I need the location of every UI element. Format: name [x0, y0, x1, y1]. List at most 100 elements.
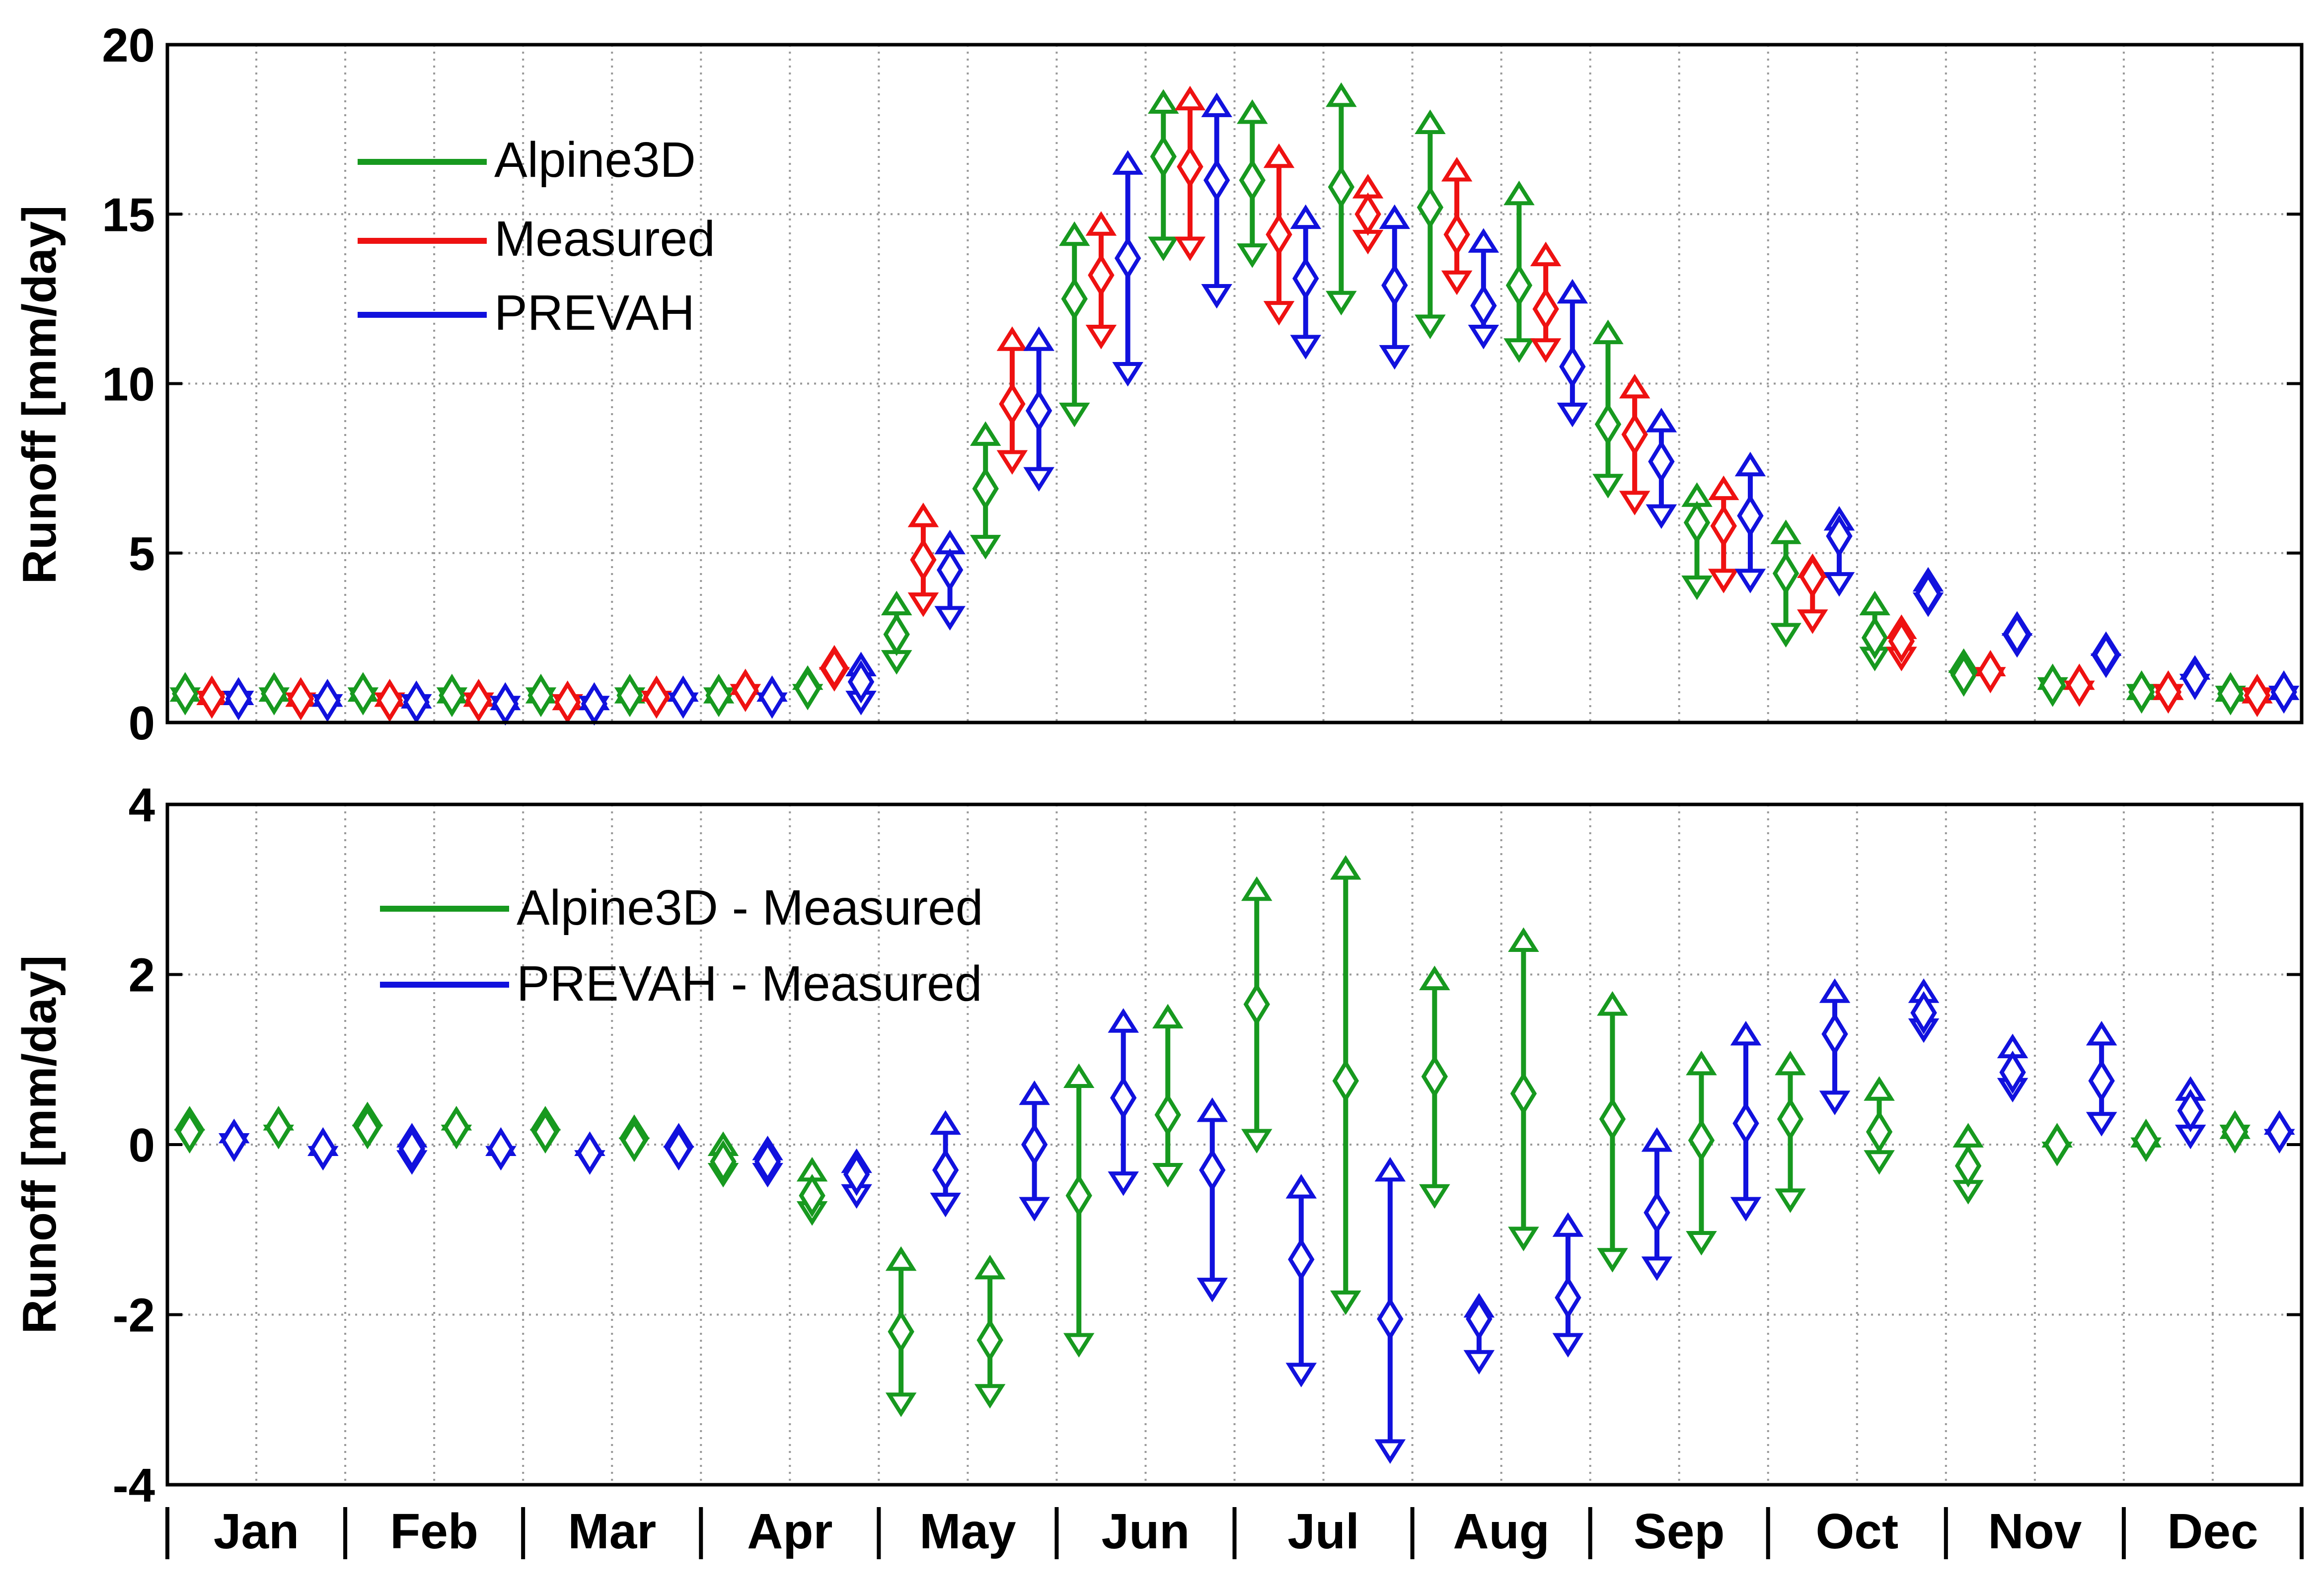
high-marker — [1597, 991, 1628, 1016]
median-marker — [265, 1106, 292, 1150]
high-marker — [1237, 99, 1268, 124]
errorbar-mark — [1770, 519, 1801, 648]
errorbar-mark — [2215, 672, 2247, 716]
errorbar-mark — [1952, 1123, 1984, 1205]
low-marker — [1197, 1278, 1228, 1302]
median-marker — [1861, 616, 1888, 660]
errorbar-mark — [2268, 670, 2300, 714]
errorbar-mark — [930, 1110, 961, 1218]
median-marker — [2270, 670, 2297, 714]
errorbar-mark — [618, 1114, 650, 1162]
low-marker — [1019, 1197, 1050, 1222]
high-marker — [1557, 279, 1588, 304]
errorbar-mark — [1597, 991, 1628, 1273]
median-marker — [2066, 663, 2093, 707]
median-marker — [1110, 1076, 1137, 1120]
high-marker — [1530, 241, 1562, 267]
errorbar-mark — [1734, 451, 1766, 593]
median-marker — [2222, 1110, 2249, 1154]
high-marker — [1326, 82, 1357, 107]
x-tick-label-feb: Feb — [390, 1504, 478, 1559]
errorbar-mark — [2179, 655, 2211, 700]
errorbar-mark — [285, 677, 316, 721]
median-marker — [287, 677, 314, 721]
median-marker — [910, 538, 937, 582]
low-marker — [934, 606, 966, 631]
median-marker — [1292, 257, 1319, 300]
errorbar-mark — [974, 1254, 1006, 1409]
legend-label-alpine3d-minus-measured: Alpine3D - Measured — [517, 880, 983, 936]
errorbar-mark — [1886, 614, 1917, 671]
y-tick-label: 5 — [129, 527, 155, 580]
high-marker — [1374, 1157, 1406, 1182]
errorbar-mark — [1058, 221, 1090, 428]
median-marker — [1114, 236, 1141, 280]
errorbar-mark — [1686, 1050, 1717, 1256]
low-marker — [1468, 324, 1499, 350]
errorbar-mark — [1797, 553, 1828, 634]
errorbar-mark — [752, 1136, 783, 1188]
high-marker — [1864, 1076, 1895, 1101]
median-marker — [2155, 670, 2182, 714]
median-marker — [705, 673, 732, 718]
high-marker — [1148, 89, 1179, 114]
median-marker — [1599, 1097, 1626, 1141]
median-marker — [670, 675, 697, 719]
errorbar-mark — [1112, 150, 1143, 387]
x-tick-label-may: May — [919, 1504, 1016, 1559]
median-marker — [710, 1140, 737, 1183]
high-marker — [1063, 1063, 1095, 1088]
low-marker — [1285, 1363, 1317, 1387]
errorbar-mark — [1775, 1050, 1806, 1213]
errorbar-mark — [1641, 1127, 1673, 1281]
median-marker — [1732, 1101, 1759, 1145]
low-marker — [1108, 1171, 1139, 1196]
low-marker — [1823, 572, 1855, 597]
median-marker — [1199, 1148, 1226, 1192]
errorbar-mark — [552, 680, 583, 724]
high-marker — [885, 1246, 917, 1271]
median-marker — [1177, 145, 1203, 189]
low-marker — [1463, 1350, 1495, 1375]
median-marker — [1954, 1144, 1982, 1188]
low-marker — [1379, 345, 1411, 370]
median-marker — [2244, 673, 2271, 718]
low-marker — [1374, 1439, 1406, 1464]
errorbar-mark — [485, 1127, 517, 1171]
median-marker — [1977, 650, 2004, 694]
errorbar-mark — [169, 672, 201, 716]
high-marker — [1441, 157, 1473, 182]
low-marker — [1619, 491, 1650, 515]
low-marker — [885, 1392, 917, 1417]
errorbar-mark — [1263, 143, 1295, 326]
errorbar-mark — [1859, 590, 1890, 671]
low-marker — [1330, 1290, 1361, 1315]
low-marker — [1597, 1248, 1628, 1273]
high-marker — [930, 1110, 961, 1135]
errorbar-mark — [1152, 1004, 1184, 1188]
y-tick-label: 20 — [102, 19, 155, 72]
x-tick-label-oct: Oct — [1815, 1504, 1898, 1559]
errorbar-mark — [756, 675, 788, 719]
errorbar-mark — [441, 1106, 472, 1150]
median-marker — [1021, 1123, 1048, 1166]
median-marker — [1266, 213, 1292, 256]
errorbar-mark — [1912, 567, 1944, 617]
plot-frame — [165, 43, 2304, 724]
errorbar-mark — [1503, 180, 1535, 363]
errorbar-mark — [641, 675, 672, 719]
errorbar-mark — [1975, 650, 2006, 694]
median-marker — [403, 680, 430, 724]
low-marker — [1112, 362, 1143, 387]
errorbar-mark — [1415, 109, 1446, 339]
high-marker — [1152, 1004, 1184, 1029]
median-marker — [581, 682, 608, 726]
low-marker — [1734, 569, 1766, 593]
median-marker — [1239, 158, 1266, 202]
low-marker — [1592, 474, 1624, 499]
high-marker — [1592, 319, 1624, 345]
errorbar-mark — [263, 1106, 295, 1150]
low-marker — [1263, 301, 1295, 326]
median-marker — [1826, 514, 1853, 558]
